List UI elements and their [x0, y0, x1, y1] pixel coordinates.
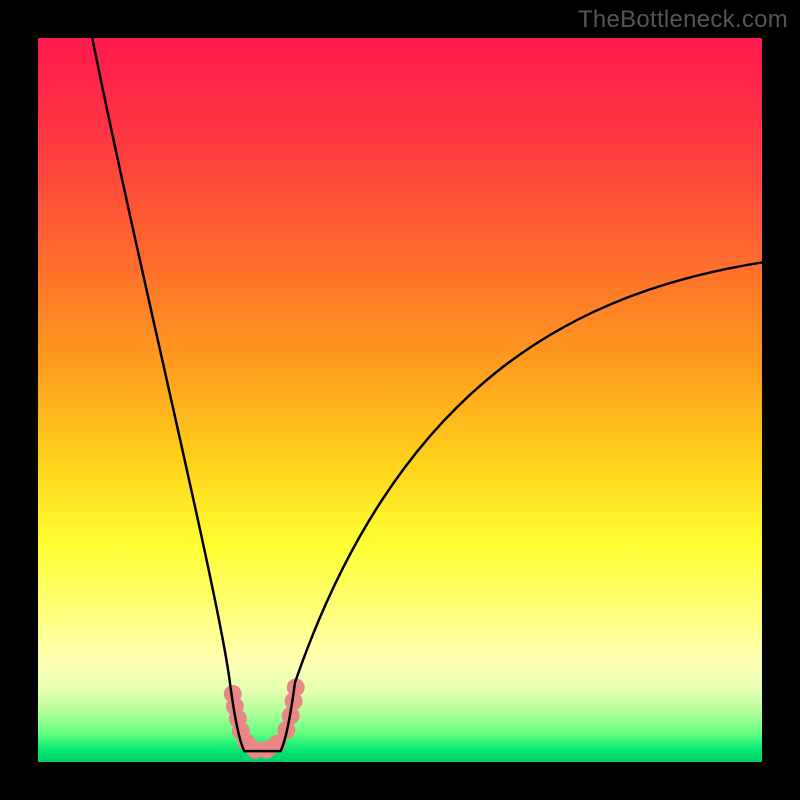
watermark-text: TheBottleneck.com — [578, 6, 788, 34]
bottleneck-curve — [92, 38, 762, 751]
chart-svg — [0, 0, 800, 800]
